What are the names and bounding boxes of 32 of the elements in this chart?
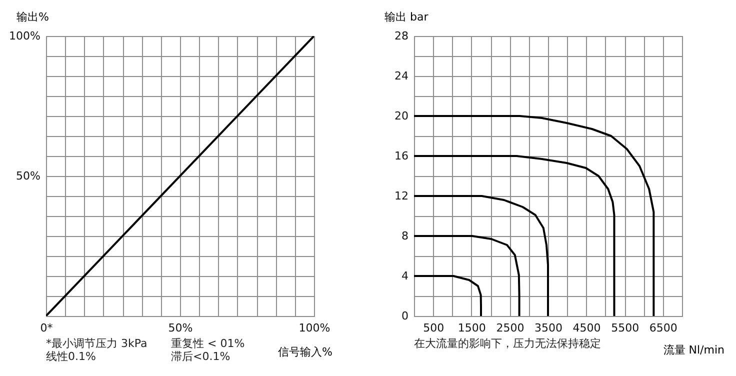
line-series <box>414 235 520 316</box>
line-series <box>414 155 616 316</box>
x-tick-label: 2500 <box>496 322 524 334</box>
y-tick-label: 0 <box>402 310 408 322</box>
text: 在大流量的影响下，压力无法保持稳定 <box>414 337 601 350</box>
text: 重复性 < 01% <box>171 337 245 350</box>
x-tick-label: 1500 <box>458 322 486 334</box>
x-axis-title: 流量 Nl/min <box>663 344 725 356</box>
y-tick-label: 28 <box>394 30 408 42</box>
y-tick-label: 12 <box>394 190 408 202</box>
y-tick-label: 20 <box>394 110 408 122</box>
text: 滞后<0.1% <box>171 350 230 363</box>
line-series <box>414 115 655 316</box>
text: *最小调节压力 3kPa <box>46 337 148 350</box>
line-series <box>414 275 482 316</box>
line-series <box>414 195 549 316</box>
x-axis-title: 信号输入% <box>278 346 332 358</box>
x-tick-label: 500 <box>423 322 444 334</box>
y-tick-label: 16 <box>394 150 408 162</box>
text: 线性0.1% <box>46 350 96 363</box>
x-tick-label: 0* <box>40 322 54 334</box>
x-tick-label: 3500 <box>534 322 562 334</box>
y-axis-title: 输出 bar <box>384 10 429 24</box>
x-tick-label: 4500 <box>572 322 601 334</box>
x-tick-label: 100% <box>298 322 330 334</box>
y-tick-label: 8 <box>402 230 408 242</box>
x-tick-label: 5500 <box>611 322 640 334</box>
x-tick-label: 6500 <box>649 322 678 334</box>
y-tick-label: 24 <box>394 70 408 82</box>
x-tick-label: 50% <box>168 322 193 334</box>
y-tick-label: 4 <box>402 270 408 282</box>
y-axis-title: 输出% <box>16 10 49 24</box>
